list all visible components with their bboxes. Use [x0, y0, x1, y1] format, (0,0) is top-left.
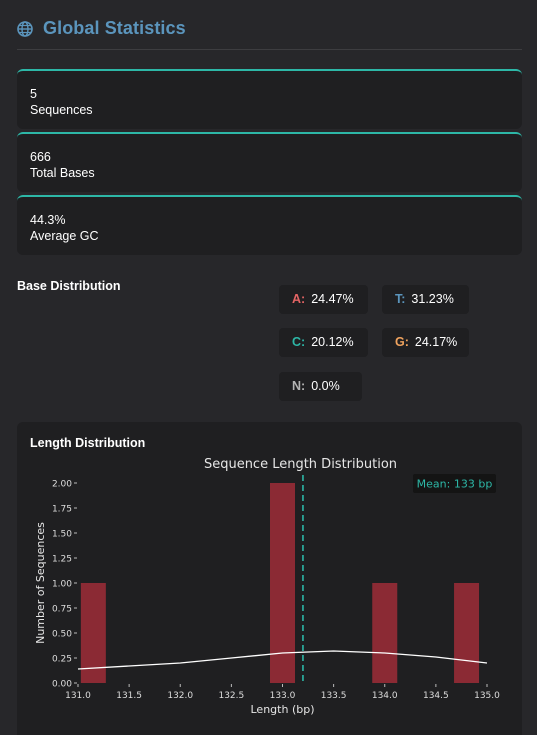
y-tick-label: 2.00: [52, 480, 72, 490]
kde-curve: [77, 650, 488, 670]
stat-value: 44.3%: [30, 213, 66, 227]
page-header: Global Statistics: [17, 18, 522, 50]
length-distribution-title: Length Distribution: [30, 436, 146, 450]
y-tick-label: 1.75: [52, 505, 72, 515]
x-tick-label: 132.0: [167, 691, 193, 701]
base-key: N:: [292, 379, 306, 393]
base-value: 24.17%: [414, 335, 458, 349]
globe-icon: [17, 21, 33, 37]
x-tick-label: 133.0: [270, 691, 296, 701]
histogram-bar: [270, 483, 295, 683]
base-value: 20.12%: [311, 335, 354, 349]
stat-value: 666: [30, 150, 51, 164]
stat-label: Average GC: [30, 229, 99, 243]
base-key: T:: [395, 292, 406, 306]
stat-card-sequences: 5 Sequences: [17, 69, 522, 129]
base-distribution-title: Base Distribution: [17, 279, 121, 293]
length-distribution-chart: Sequence Length Distribution 0.00 0.25 0.50…: [34, 457, 500, 716]
y-tick-label: 1.50: [52, 530, 72, 540]
histogram-bar: [454, 583, 480, 683]
x-tick-label: 135.0: [474, 691, 500, 701]
x-tick-label: 134.5: [423, 691, 449, 701]
page-title: Global Statistics: [43, 18, 186, 38]
y-tick-label: 0.75: [52, 605, 72, 615]
x-tick-label: 131.5: [116, 691, 142, 701]
base-key: G:: [395, 335, 409, 349]
y-tick-label: 1.00: [52, 580, 72, 590]
y-tick-label: 0.50: [52, 630, 72, 640]
y-tick-label: 0.00: [52, 680, 72, 690]
base-value: 31.23%: [411, 292, 454, 306]
base-value: 24.47%: [311, 292, 354, 306]
histogram-bar: [80, 583, 106, 683]
base-badge-n: N: 0.0%: [279, 372, 362, 401]
y-axis-label: Number of Sequences: [34, 522, 47, 644]
stat-value: 5: [30, 87, 37, 101]
x-tick-label: 132.5: [218, 691, 244, 701]
base-badge-g: G: 24.17%: [382, 328, 469, 357]
chart-title: Sequence Length Distribution: [204, 457, 397, 472]
base-key: C:: [292, 335, 306, 349]
mean-label: Mean: 133 bp: [417, 478, 493, 491]
y-tick-label: 0.25: [52, 655, 72, 665]
base-badge-t: T: 31.23%: [382, 285, 469, 314]
x-tick-label: 134.0: [372, 691, 398, 701]
x-tick-label: 133.5: [321, 691, 347, 701]
x-tick-label: 131.0: [65, 691, 91, 701]
histogram-bar: [372, 583, 398, 683]
base-key: A:: [292, 292, 306, 306]
x-axis-label: Length (bp): [251, 703, 315, 716]
base-value: 0.0%: [311, 379, 340, 393]
stat-card-average-gc: 44.3% Average GC: [17, 195, 522, 255]
base-badge-a: A: 24.47%: [279, 285, 368, 314]
y-tick-label: 1.25: [52, 555, 72, 565]
stat-label: Total Bases: [30, 166, 95, 180]
stat-label: Sequences: [30, 103, 93, 117]
mean-label-box: [413, 474, 496, 493]
base-badge-c: C: 20.12%: [279, 328, 368, 357]
stat-card-total-bases: 666 Total Bases: [17, 132, 522, 192]
length-distribution-panel: Length Distribution Sequence Length Dist…: [17, 422, 522, 735]
